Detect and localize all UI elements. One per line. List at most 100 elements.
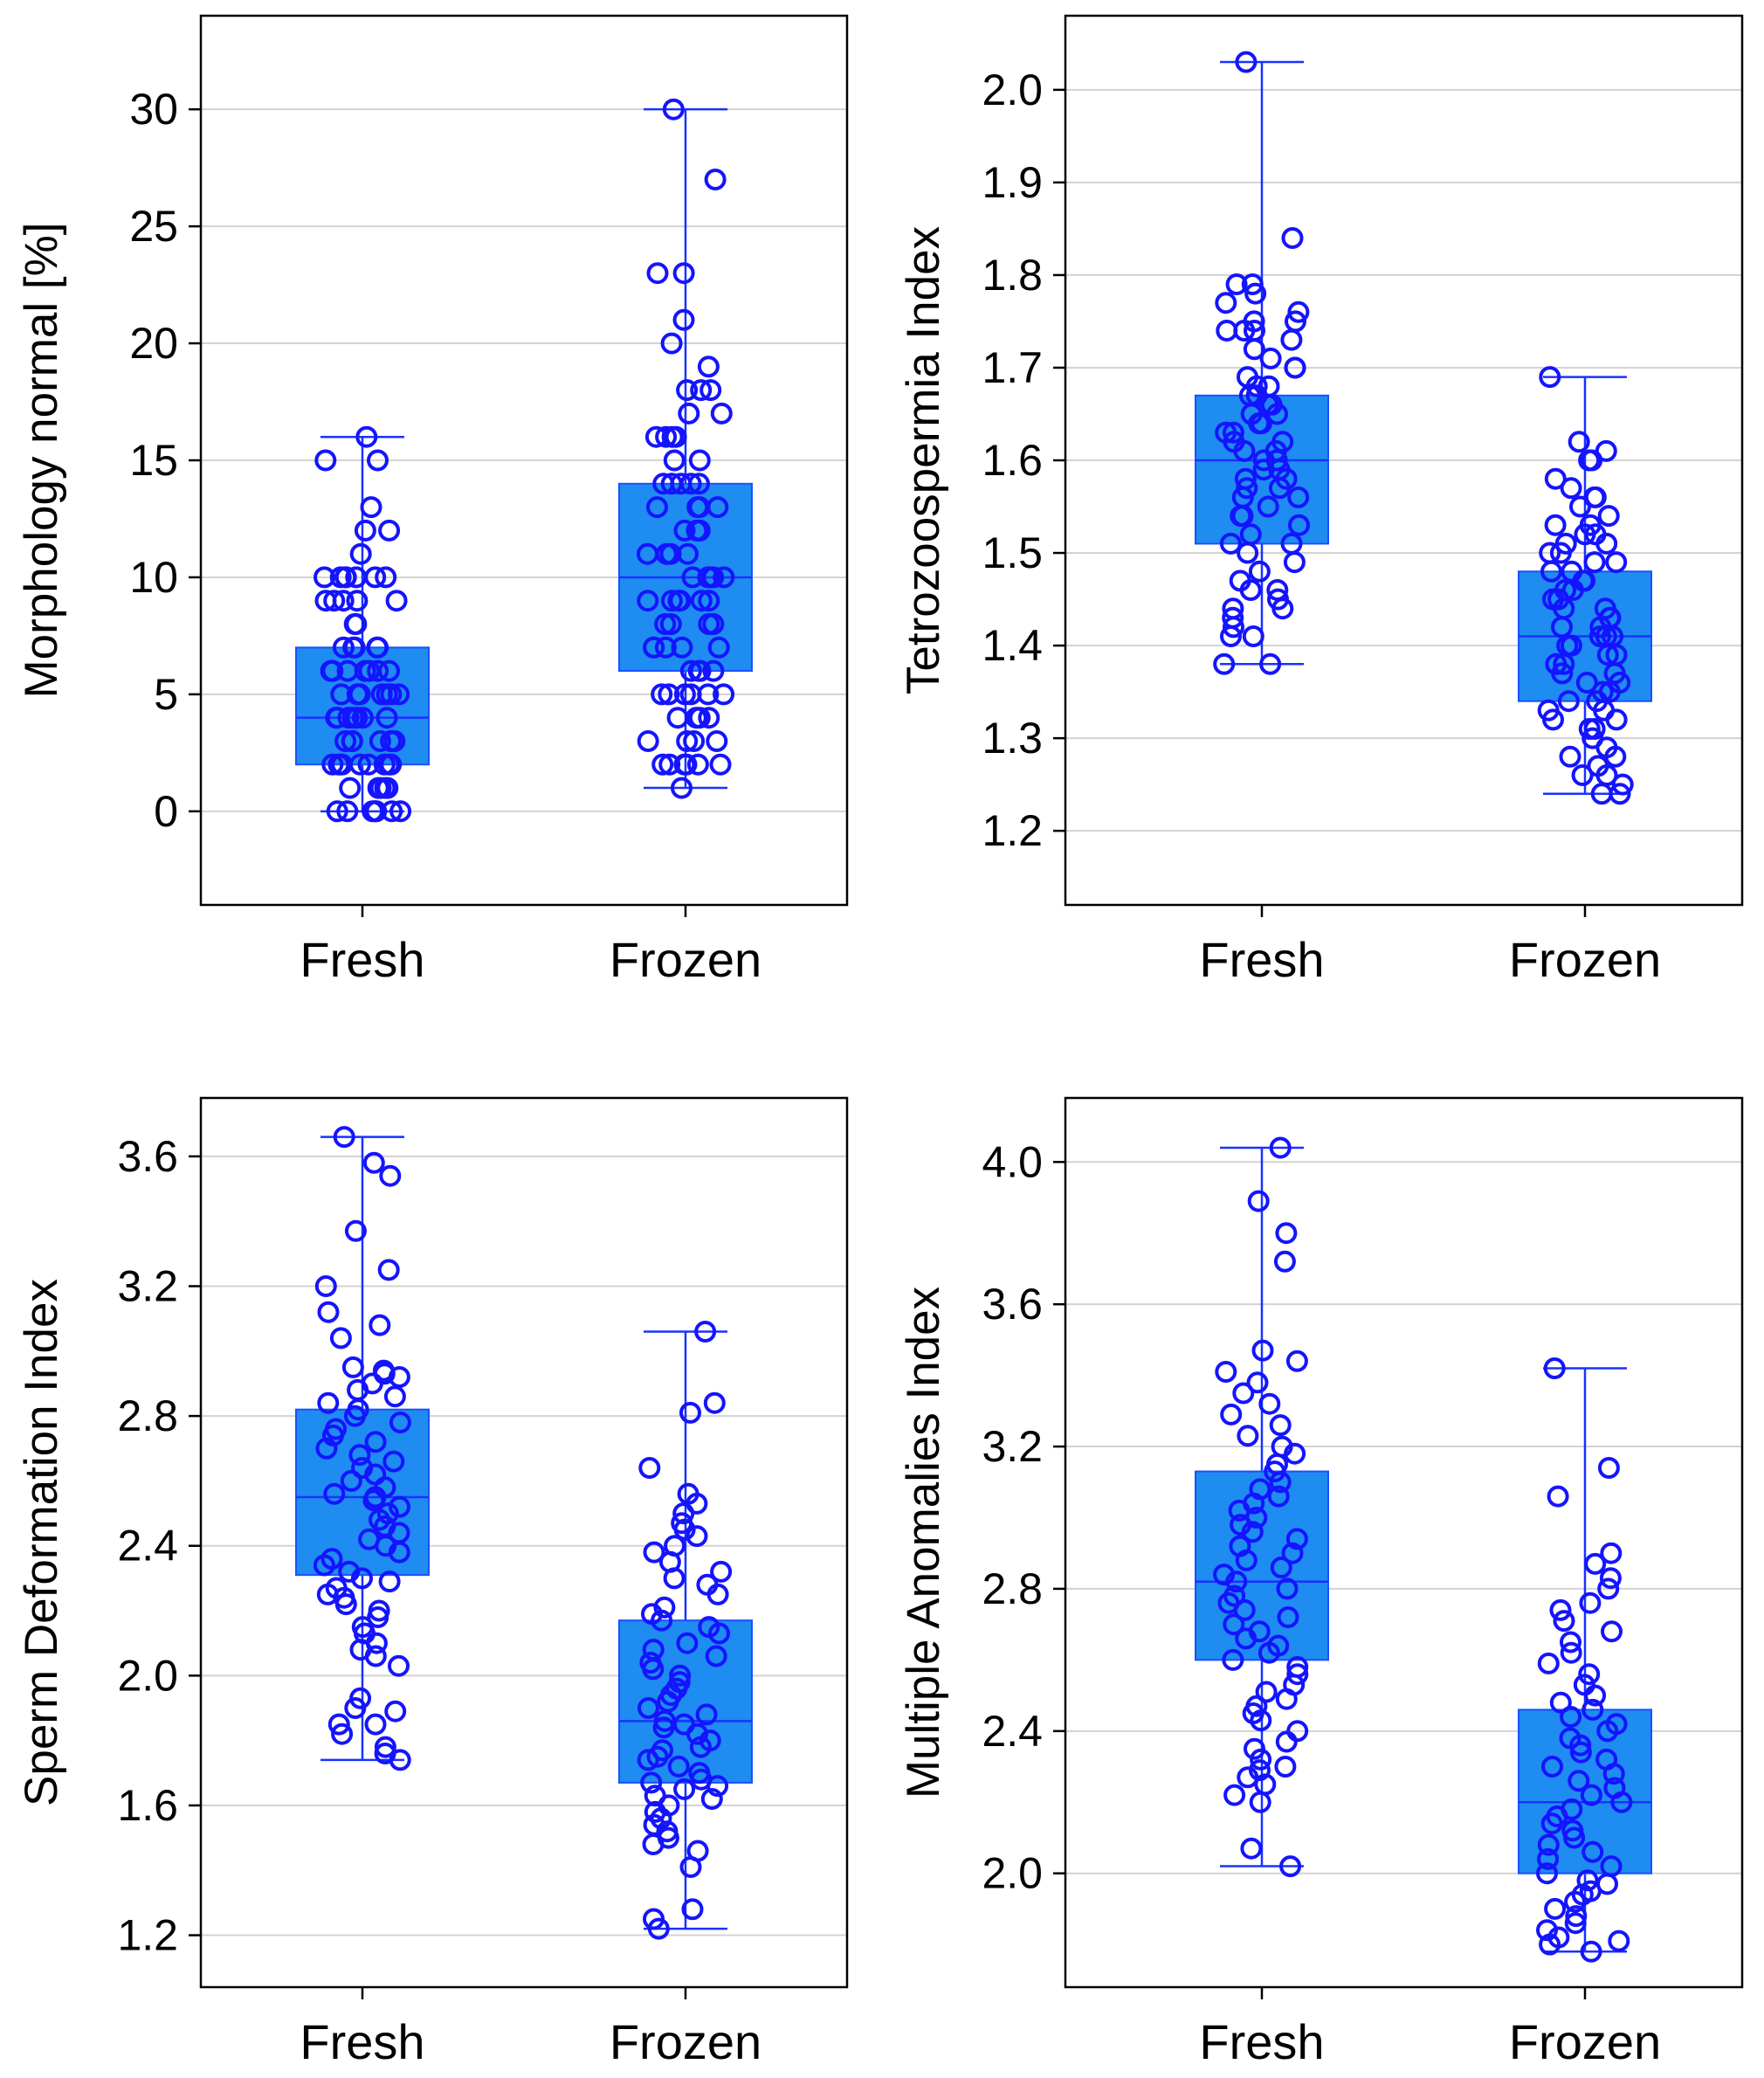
data-point bbox=[1539, 542, 1561, 564]
data-point bbox=[1583, 486, 1606, 508]
data-point bbox=[376, 683, 398, 706]
chart-panel-3: 1.2 1.6 2.0 2.4 2.8 3.2 3.6 Fresh Frozen Sperm De… bbox=[16, 1096, 849, 2069]
data-point bbox=[660, 473, 683, 495]
data-point bbox=[1274, 1756, 1297, 1778]
data-point bbox=[364, 1713, 387, 1736]
data-point bbox=[672, 308, 695, 331]
x-tick-label: Frozen bbox=[610, 2014, 761, 2069]
data-point bbox=[681, 1898, 704, 1921]
data-point bbox=[320, 659, 342, 682]
box-fresh bbox=[295, 425, 430, 823]
data-point bbox=[1587, 755, 1609, 777]
data-point bbox=[378, 519, 401, 542]
data-point bbox=[658, 753, 681, 776]
data-point bbox=[705, 1645, 727, 1667]
data-point bbox=[1273, 1250, 1296, 1273]
data-point bbox=[389, 1412, 411, 1433]
data-point bbox=[1269, 1136, 1292, 1159]
y-tick-label: 3.2 bbox=[982, 1422, 1043, 1471]
data-point bbox=[669, 1664, 692, 1687]
data-point bbox=[1597, 1577, 1620, 1600]
data-point bbox=[1578, 449, 1601, 472]
data-point bbox=[683, 730, 706, 752]
data-point bbox=[1576, 1869, 1599, 1892]
data-point bbox=[367, 659, 389, 682]
data-point bbox=[336, 800, 359, 823]
data-point bbox=[1286, 1720, 1309, 1743]
data-point bbox=[1284, 356, 1306, 379]
data-point bbox=[1280, 532, 1303, 555]
data-point bbox=[1222, 606, 1244, 629]
data-point bbox=[1222, 421, 1244, 444]
x-tick-label: Fresh bbox=[300, 932, 424, 987]
data-point bbox=[1223, 1613, 1245, 1636]
data-point bbox=[345, 566, 368, 589]
data-point bbox=[702, 659, 725, 682]
x-tick-label: Fresh bbox=[1199, 932, 1324, 987]
data-point bbox=[374, 1743, 396, 1764]
data-point bbox=[1560, 1631, 1581, 1653]
data-point bbox=[710, 402, 733, 425]
data-point bbox=[340, 1469, 362, 1492]
data-point bbox=[1275, 1730, 1298, 1753]
data-point bbox=[643, 1541, 665, 1564]
data-point bbox=[1608, 1930, 1630, 1952]
data-point bbox=[687, 519, 710, 542]
data-point bbox=[320, 1548, 343, 1571]
plot-frame bbox=[199, 1096, 849, 1989]
data-point bbox=[1213, 652, 1236, 675]
data-point bbox=[696, 1573, 719, 1596]
data-point bbox=[379, 1164, 402, 1187]
data-point bbox=[1237, 1425, 1259, 1447]
data-point bbox=[383, 1385, 406, 1408]
box-frozen bbox=[1518, 366, 1652, 805]
data-point bbox=[1545, 652, 1568, 675]
data-point bbox=[1244, 1737, 1265, 1760]
data-point bbox=[1257, 495, 1279, 518]
data-point bbox=[644, 425, 667, 448]
data-point bbox=[673, 1778, 696, 1800]
data-point bbox=[1597, 1457, 1620, 1479]
data-point bbox=[314, 1275, 337, 1297]
y-tick-label: 2.8 bbox=[117, 1391, 178, 1440]
data-point bbox=[713, 566, 735, 589]
data-point bbox=[1250, 1748, 1272, 1771]
data-point bbox=[677, 542, 699, 565]
data-point bbox=[374, 1736, 396, 1758]
data-point bbox=[1222, 597, 1244, 620]
data-point bbox=[661, 425, 684, 448]
data-point bbox=[372, 1359, 395, 1382]
data-point bbox=[389, 1495, 410, 1518]
data-point bbox=[709, 753, 732, 776]
data-point bbox=[1286, 1656, 1309, 1678]
data-point bbox=[1215, 292, 1237, 314]
data-point bbox=[1259, 652, 1282, 675]
data-point bbox=[349, 542, 372, 565]
data-point bbox=[1597, 505, 1620, 528]
data-point bbox=[1569, 1741, 1592, 1764]
data-point bbox=[642, 1639, 665, 1661]
data-point bbox=[1560, 477, 1582, 500]
data-point bbox=[1544, 1897, 1567, 1920]
data-point bbox=[1285, 1350, 1308, 1372]
data-point bbox=[1581, 1840, 1604, 1863]
y-tick-label: 20 bbox=[129, 319, 178, 368]
y-tick-label: 1.2 bbox=[117, 1911, 178, 1960]
data-point bbox=[1287, 486, 1310, 508]
data-point bbox=[698, 590, 720, 612]
data-point bbox=[1267, 588, 1289, 611]
data-point bbox=[1547, 1485, 1569, 1508]
data-point bbox=[1248, 1620, 1271, 1643]
plot-frame bbox=[1064, 14, 1744, 907]
y-tick-label: 1.6 bbox=[117, 1781, 178, 1830]
data-point bbox=[686, 1525, 708, 1548]
data-point bbox=[1223, 1784, 1246, 1806]
data-point bbox=[1265, 449, 1288, 472]
data-point bbox=[688, 449, 711, 472]
data-point bbox=[317, 1301, 340, 1323]
x-tick-label: Fresh bbox=[1199, 2014, 1324, 2069]
data-point bbox=[651, 683, 673, 706]
data-point bbox=[643, 1908, 665, 1930]
data-point bbox=[667, 1755, 690, 1778]
data-point bbox=[1580, 1940, 1602, 1963]
